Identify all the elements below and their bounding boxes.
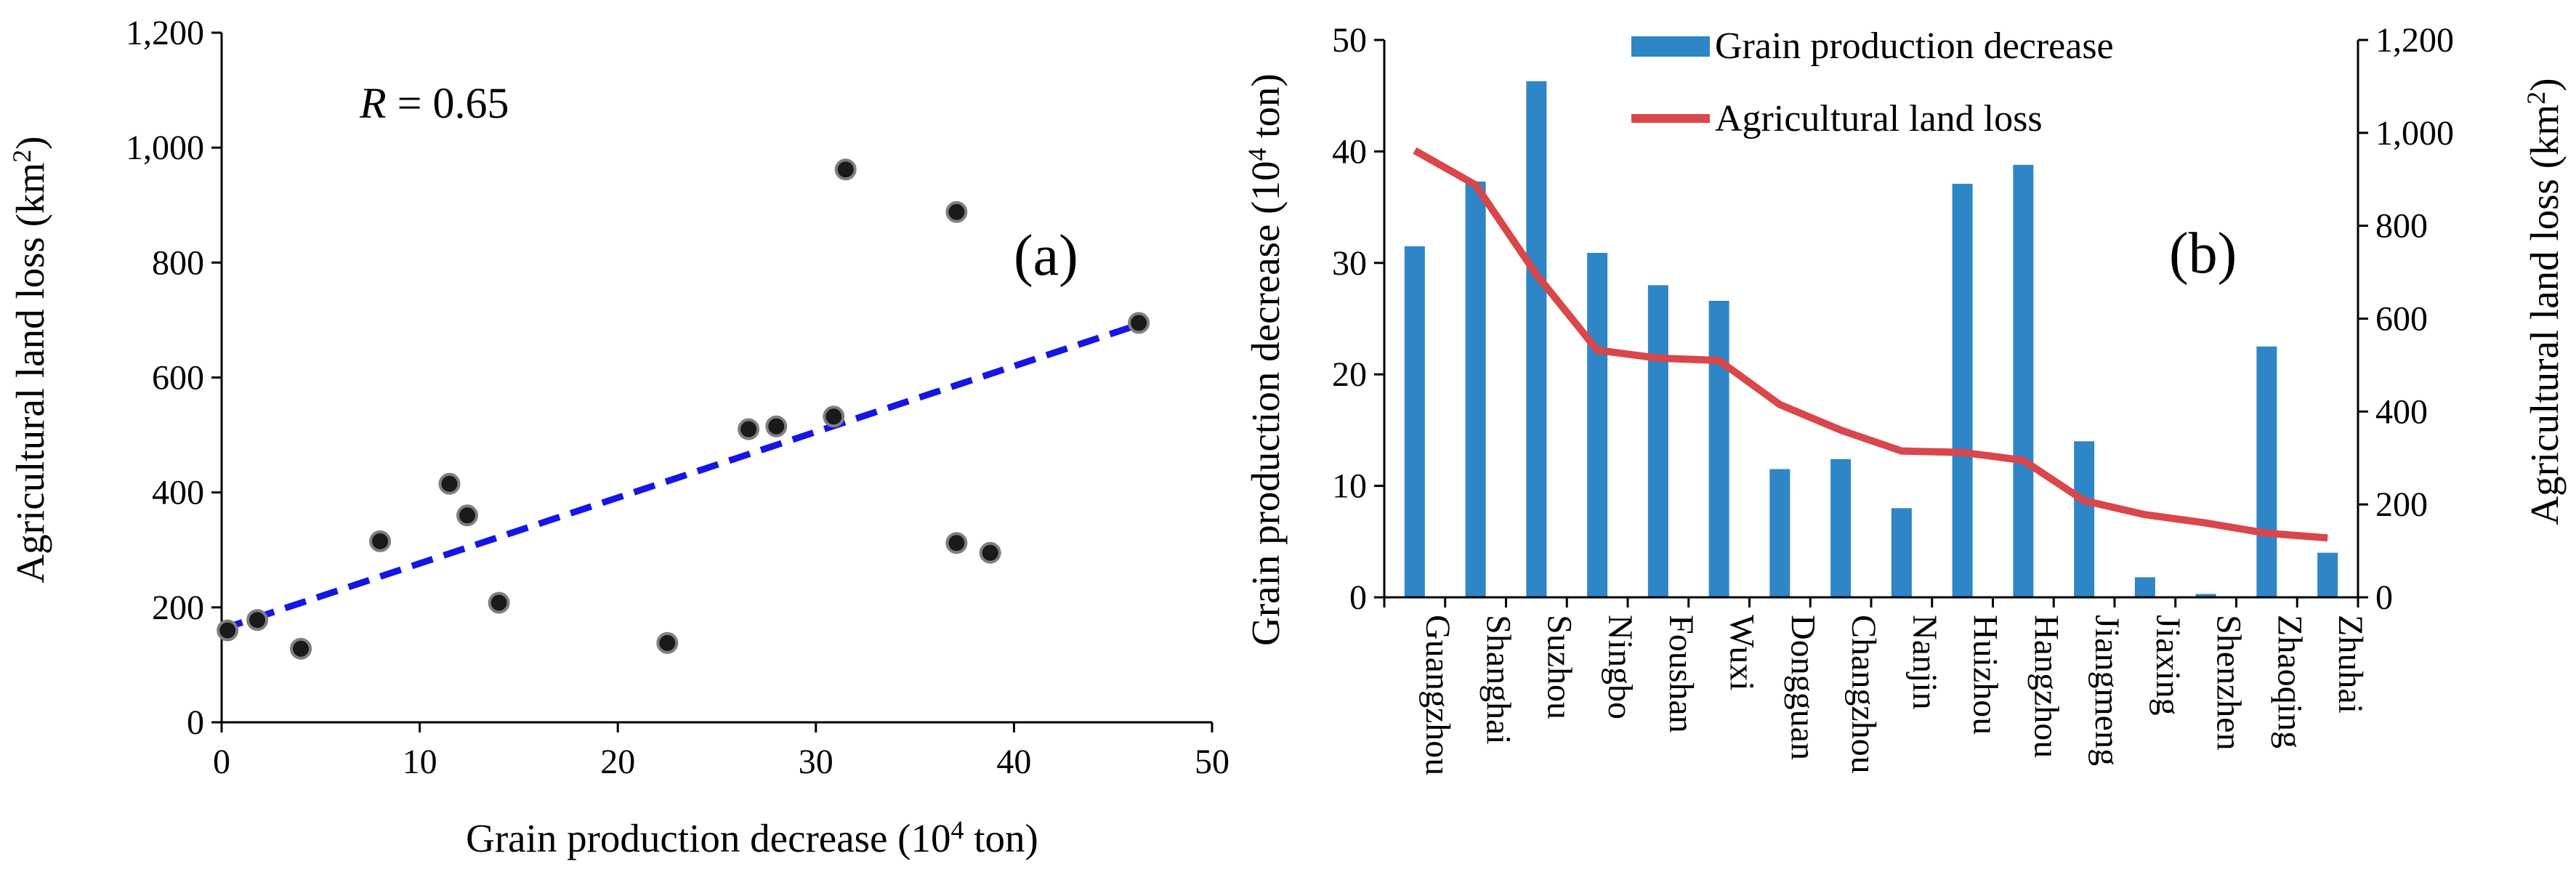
trendline <box>220 321 1140 633</box>
right-y-axis-label: Agricultural land loss (km2) <box>2522 78 2567 525</box>
scatter-axes <box>220 33 1212 724</box>
bar <box>2074 441 2095 597</box>
data-point <box>488 592 510 614</box>
bar <box>1526 81 1547 598</box>
legend-bar-label: Grain production decrease <box>1715 25 2114 67</box>
correlation-annotation: R = 0.65 <box>359 79 509 127</box>
category-labels: Guangzhou Shanghai Suzhou Ningbo Foushan Wuxi… <box>1418 615 2370 775</box>
bar <box>1404 246 1425 597</box>
data-point <box>945 201 968 223</box>
x-tick-label: 10 <box>403 743 437 781</box>
bar <box>2195 594 2216 597</box>
data-point <box>765 415 788 437</box>
scatter-panel: 0 200 400 600 800 1,000 1,200 0 10 20 30 40 50 Grai… <box>7 14 1230 860</box>
category-label: Zhaoqing <box>2270 615 2309 748</box>
land-loss-line <box>1413 147 2328 542</box>
bar <box>2013 164 2034 598</box>
bar <box>1769 469 1790 597</box>
category-label: Huizhou <box>1966 615 2005 735</box>
scatter-points <box>217 158 1150 660</box>
y-tick-label: 0 <box>187 703 204 742</box>
panel-label-a: (a) <box>1014 224 1078 288</box>
bar <box>2134 577 2155 597</box>
x-tick-label: 20 <box>600 743 635 781</box>
right-y-ticks: 0 200 400 600 800 1,000 1,200 <box>2358 21 2454 617</box>
y-tick-label: 400 <box>152 474 204 512</box>
scatter-x-ticks: 0 10 20 30 40 50 <box>213 722 1230 781</box>
data-point <box>438 472 461 495</box>
right-y-tick-label: 1,000 <box>2375 114 2454 153</box>
left-y-tick-label: 20 <box>1332 355 1367 394</box>
category-label: Suzhou <box>1540 615 1578 719</box>
right-y-tick-label: 200 <box>2375 485 2428 524</box>
legend: Grain production decrease Agricultural l… <box>1631 25 2114 140</box>
left-y-tick-label: 10 <box>1332 467 1367 506</box>
left-y-tick-label: 30 <box>1332 244 1367 283</box>
x-tick-label: 30 <box>799 743 833 781</box>
right-y-tick-label: 800 <box>2375 207 2428 246</box>
scatter-x-axis-label: Grain production decrease (104 ton) <box>466 815 1038 860</box>
category-label: Wuxi <box>1723 615 1761 691</box>
bar <box>1891 508 1912 597</box>
legend-bar-swatch <box>1631 36 1710 57</box>
category-label: Shanghai <box>1479 615 1518 745</box>
right-y-tick-label: 0 <box>2375 578 2393 617</box>
left-y-tick-label: 40 <box>1332 132 1367 171</box>
left-y-tick-label: 0 <box>1349 578 1367 617</box>
category-label: Nanjin <box>1905 615 1944 710</box>
data-point <box>823 405 845 428</box>
data-point <box>456 504 479 527</box>
data-point <box>246 609 269 631</box>
bar <box>2256 346 2277 597</box>
data-point <box>217 619 239 642</box>
x-tick-label: 50 <box>1195 743 1230 781</box>
data-point <box>738 418 760 440</box>
panel-label-b: (b) <box>2169 222 2237 286</box>
bar <box>2317 552 2338 597</box>
category-label: Zhuhai <box>2331 615 2370 714</box>
scatter-y-ticks: 0 200 400 600 800 1,000 1,200 <box>126 14 222 742</box>
category-label: Changzhou <box>1844 615 1883 774</box>
category-label: Dongguan <box>1783 615 1822 760</box>
data-point <box>369 530 392 552</box>
right-y-tick-label: 600 <box>2375 300 2428 339</box>
right-y-tick-label: 1,200 <box>2375 21 2454 60</box>
category-label: Jiaxing <box>2149 615 2187 716</box>
data-point <box>290 637 312 660</box>
y-tick-label: 600 <box>152 359 204 397</box>
data-point <box>834 158 857 181</box>
y-tick-label: 200 <box>152 589 204 627</box>
bars <box>1404 81 2338 598</box>
data-point <box>979 541 1001 564</box>
y-tick-label: 800 <box>152 243 204 282</box>
category-label: Hangzhou <box>2027 615 2065 758</box>
legend-line-label: Agricultural land loss <box>1715 98 2043 140</box>
bar <box>1647 285 1668 597</box>
y-tick-label: 1,200 <box>126 14 204 52</box>
left-y-axis-label: Grain production decrease (104 ton) <box>1243 73 1288 646</box>
y-tick-label: 1,000 <box>126 129 204 167</box>
category-label: Jiangmeng <box>2088 615 2126 766</box>
x-tick-label: 40 <box>996 743 1031 781</box>
category-label: Shenzhen <box>2210 615 2248 751</box>
bar <box>1830 459 1852 597</box>
bar <box>1708 300 1729 597</box>
scatter-y-axis-label: Agricultural land loss (km2) <box>7 136 52 583</box>
right-y-tick-label: 400 <box>2375 392 2428 431</box>
left-y-tick-label: 50 <box>1332 21 1367 60</box>
x-tick-label: 0 <box>213 743 230 781</box>
data-point <box>945 532 968 554</box>
bar <box>1465 181 1486 597</box>
bar <box>1587 252 1608 597</box>
category-label: Ningbo <box>1601 615 1639 719</box>
data-point <box>656 631 679 654</box>
left-y-ticks: 0 10 20 30 40 50 <box>1332 21 1384 617</box>
data-point <box>1128 312 1150 334</box>
category-label: Guangzhou <box>1418 615 1457 775</box>
bar <box>1952 183 1973 598</box>
bar-line-panel: 0 10 20 30 40 50 0 200 400 600 800 1,000 1,200 Guan… <box>1243 21 2567 775</box>
category-label: Foushan <box>1662 615 1700 733</box>
